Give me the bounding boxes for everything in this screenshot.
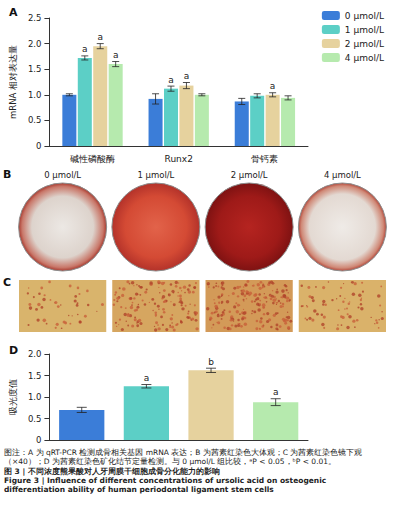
- html-text:图 3 | 不同浓度熊果酸对人牙周膜干细胞成骨分化能力的影响: 图 3 | 不同浓度熊果酸对人牙周膜干细胞成骨分化能力的影响: [4, 466, 220, 476]
- svg-text:2.0: 2.0: [28, 349, 42, 359]
- svg-text:4 μmol/L: 4 μmol/L: [324, 170, 361, 180]
- svg-text:2.5: 2.5: [28, 13, 42, 23]
- svg-text:a: a: [82, 44, 88, 54]
- svg-text:D: D: [9, 344, 18, 357]
- svg-text:a: a: [270, 81, 276, 91]
- svg-text:吸光度值: 吸光度值: [8, 379, 18, 415]
- svg-text:碱性磷酸酶: 碱性磷酸酶: [70, 154, 115, 164]
- svg-text:骨钙素: 骨钙素: [251, 154, 278, 164]
- svg-text:Runx2: Runx2: [165, 154, 193, 164]
- svg-text:b: b: [208, 357, 214, 367]
- svg-text:0 μmol/L: 0 μmol/L: [44, 170, 81, 180]
- svg-text:a: a: [273, 387, 279, 397]
- svg-text:A: A: [9, 6, 18, 19]
- svg-text:0.5: 0.5: [28, 115, 42, 125]
- svg-text:1.0: 1.0: [28, 392, 42, 402]
- svg-text:1 μmol/L: 1 μmol/L: [137, 170, 174, 180]
- svg-text:a: a: [144, 373, 150, 383]
- svg-text:a: a: [168, 75, 174, 85]
- svg-text:2.0: 2.0: [28, 39, 42, 49]
- svg-text:2 μmol/L: 2 μmol/L: [345, 39, 384, 49]
- svg-text:a: a: [184, 71, 190, 81]
- svg-text:1.5: 1.5: [28, 64, 42, 74]
- svg-text:0: 0: [36, 435, 41, 445]
- svg-text:0.5: 0.5: [28, 414, 42, 424]
- svg-text:1.5: 1.5: [28, 371, 42, 381]
- html-text:图注：A 为 qRT-PCR 检测成骨相关基因 mRNA 表: 图注：A 为 qRT-PCR 检测成骨相关基因 mRNA 表达；B 为茜素红染色…: [4, 448, 363, 467]
- svg-text:mRNA 相对表达量: mRNA 相对表达量: [8, 45, 18, 119]
- html-text:Figure 3 | Influence of differ: Figure 3 | Influence of different concen…: [4, 475, 327, 495]
- svg-text:2 μmol/L: 2 μmol/L: [231, 170, 268, 180]
- svg-text:4 μmol/L: 4 μmol/L: [345, 53, 384, 63]
- svg-text:1 μmol/L: 1 μmol/L: [345, 25, 384, 35]
- svg-text:a: a: [113, 50, 119, 60]
- svg-text:0: 0: [36, 141, 41, 151]
- svg-text:0 μmol/L: 0 μmol/L: [345, 11, 384, 21]
- html-text:B: B: [3, 168, 12, 181]
- svg-text:1.0: 1.0: [28, 90, 42, 100]
- html-text:C: C: [3, 276, 12, 289]
- svg-text:a: a: [97, 32, 103, 42]
